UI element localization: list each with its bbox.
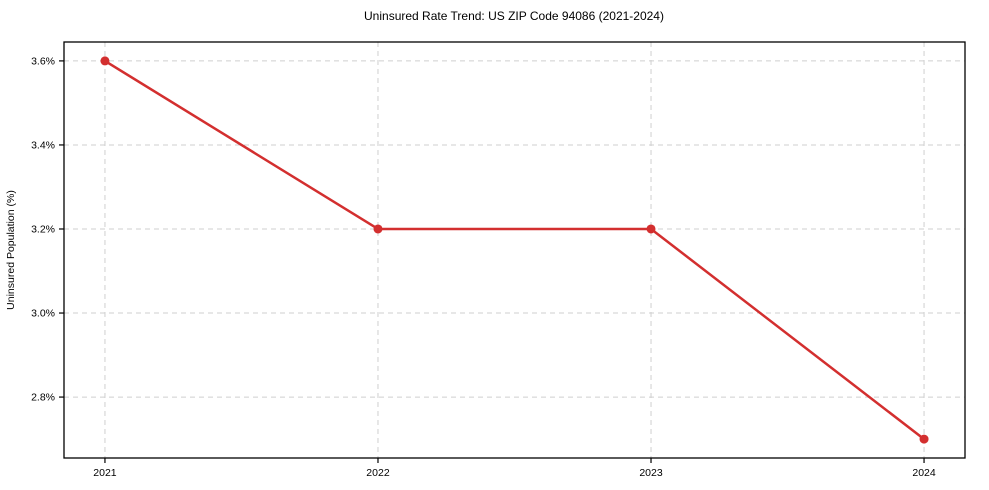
data-point (646, 224, 656, 234)
data-point (100, 56, 110, 66)
trend-line (103, 59, 926, 441)
data-point (373, 224, 383, 234)
chart-title: Uninsured Rate Trend: US ZIP Code 94086 … (364, 9, 664, 23)
x-tick-label: 2021 (93, 467, 117, 479)
x-tick-label: 2023 (639, 467, 663, 479)
y-tick-label: 3.6% (31, 55, 55, 67)
y-tick-label: 2.8% (31, 392, 55, 404)
y-tick-label: 3.2% (31, 223, 55, 235)
plot-border (63, 41, 966, 459)
x-tick-label: 2024 (912, 467, 936, 479)
y-tick-label: 3.4% (31, 139, 55, 151)
data-point (919, 434, 929, 444)
y-axis-label: Uninsured Population (%) (5, 190, 17, 310)
y-tick-label: 3.0% (31, 308, 55, 320)
x-tick-label: 2022 (366, 467, 390, 479)
